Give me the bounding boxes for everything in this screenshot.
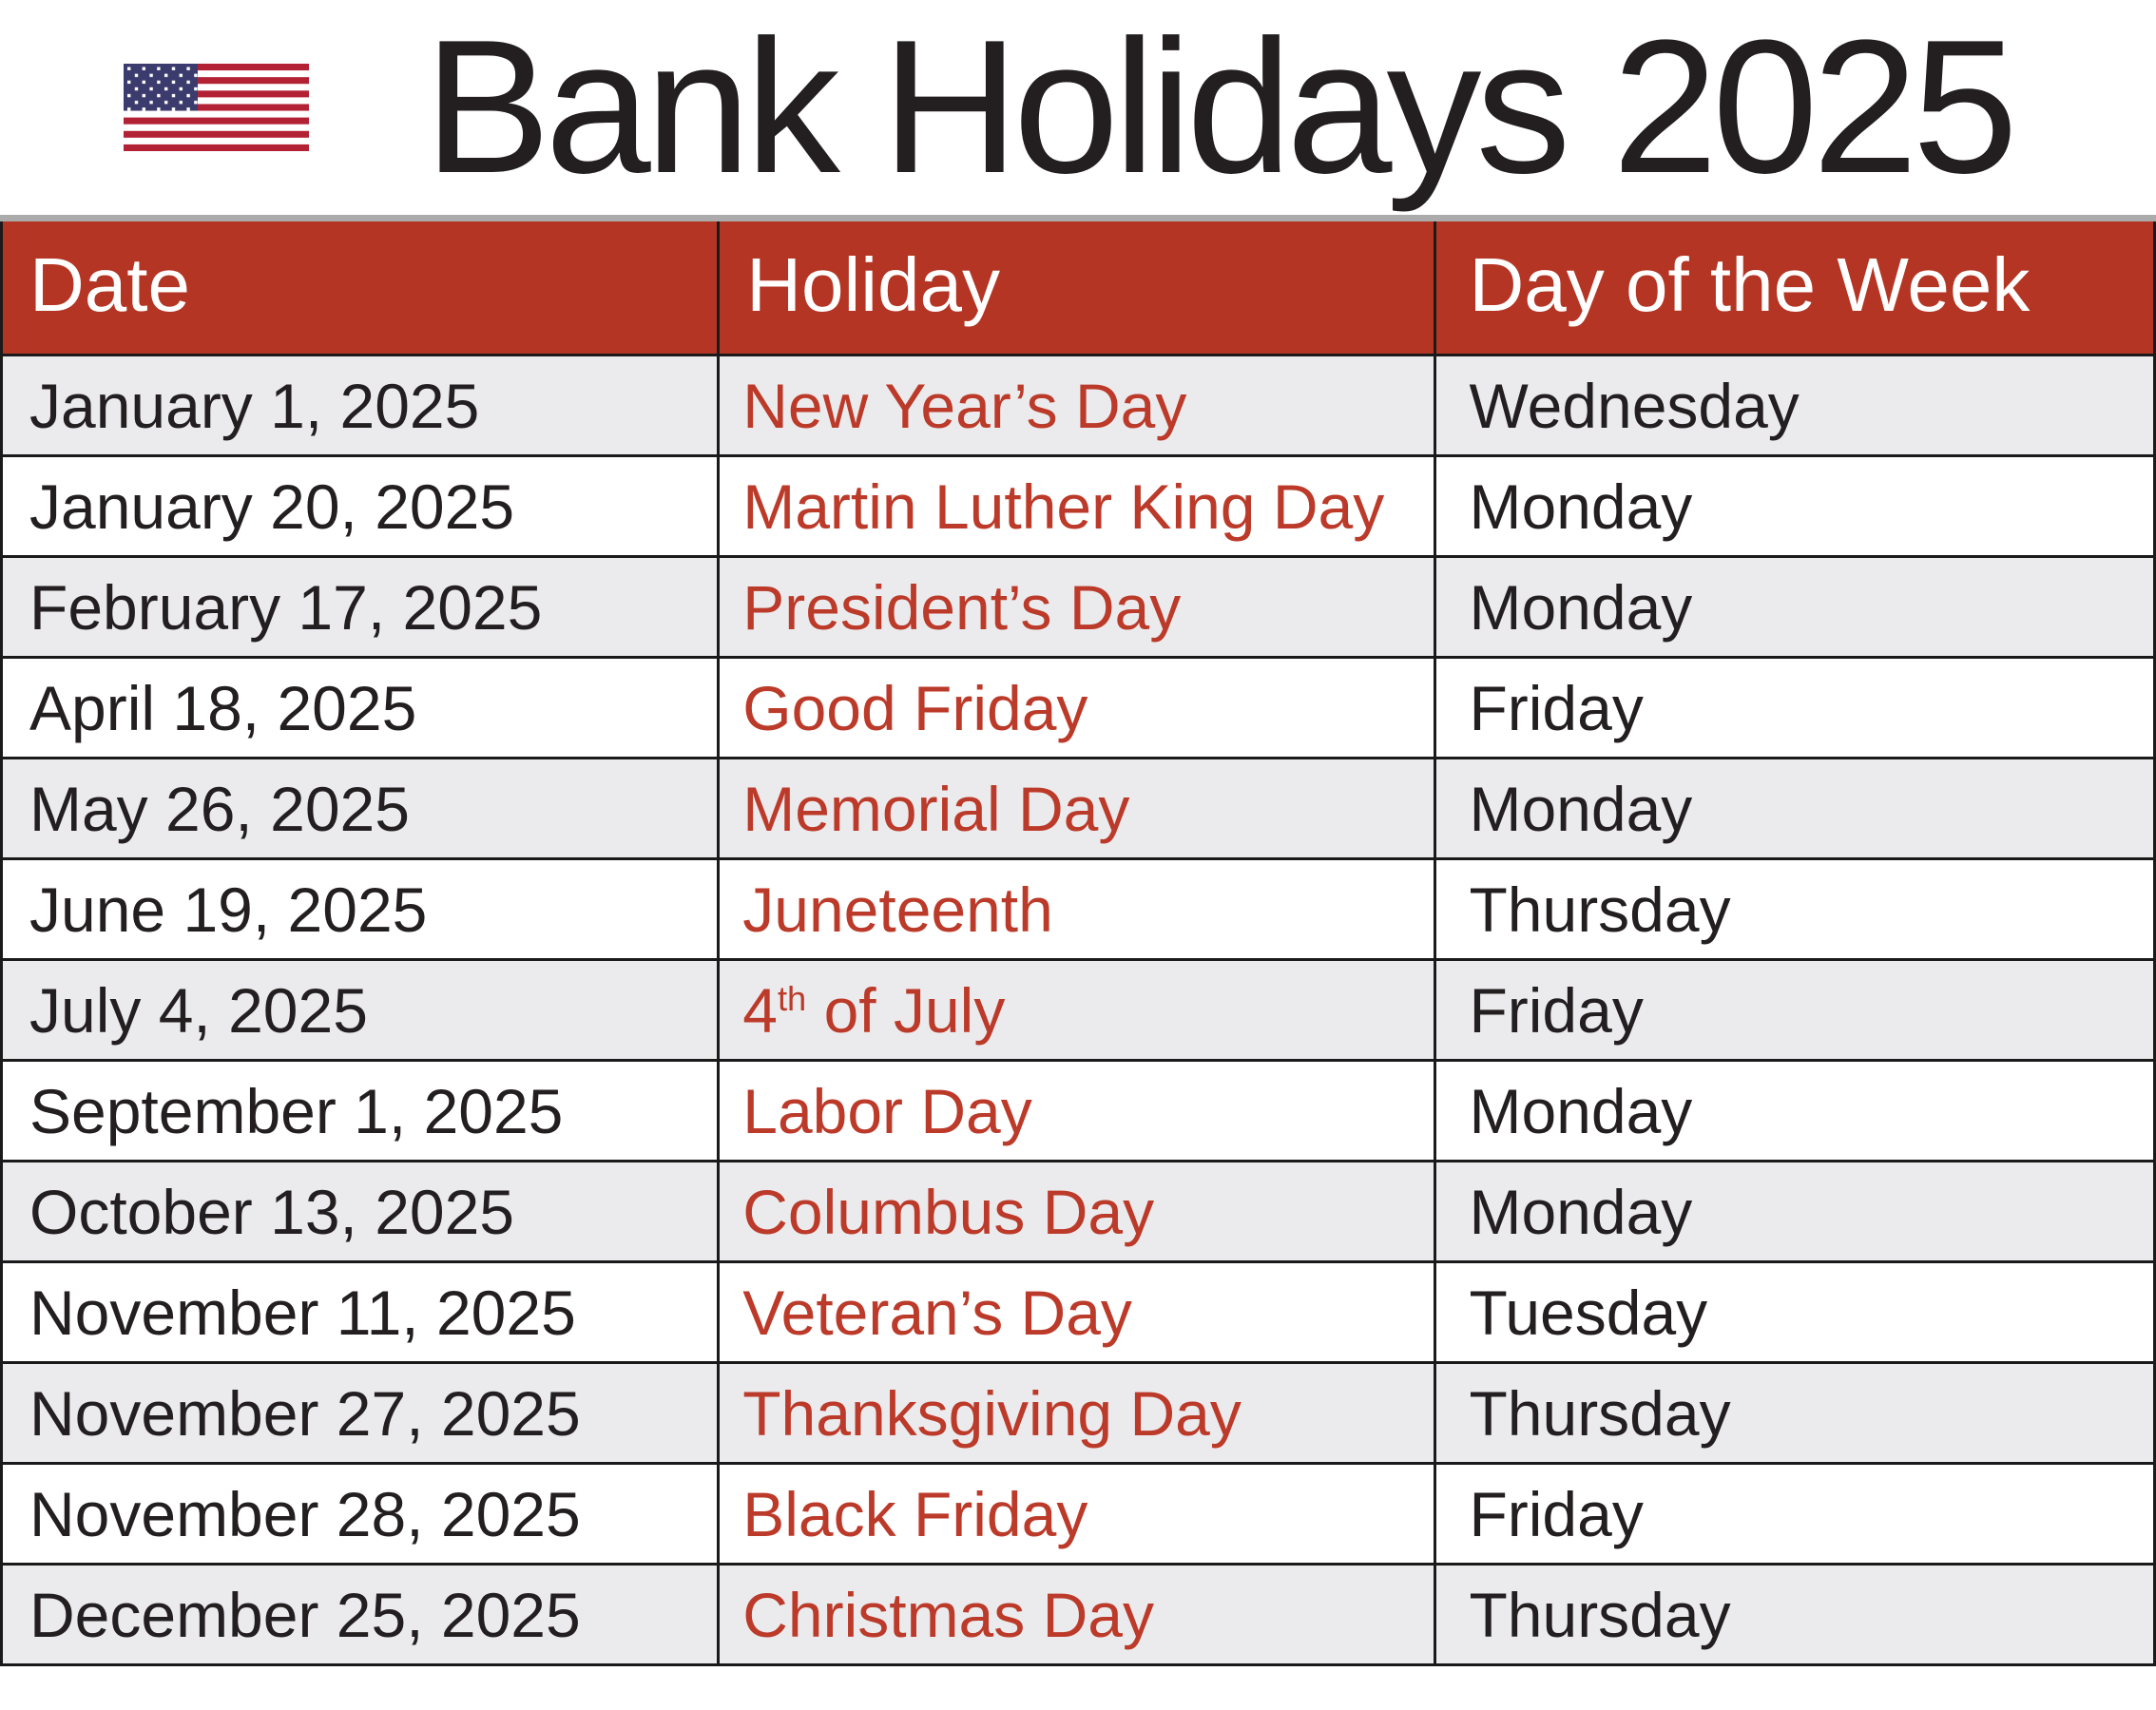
holiday-cell: Labor Day	[717, 1059, 1437, 1162]
holiday-cell: Christmas Day	[717, 1563, 1437, 1666]
day-cell: Thursday	[1434, 857, 2156, 961]
table-row: June 19, 2025 Juneteenth Thursday	[0, 857, 2156, 961]
us-flag-icon	[124, 64, 309, 151]
table-row: January 1, 2025 New Year’s Day Wednesday	[0, 354, 2156, 457]
holiday-cell: 4th of July	[717, 958, 1437, 1062]
day-cell: Wednesday	[1434, 354, 2156, 457]
holiday-cell: Columbus Day	[717, 1160, 1437, 1263]
page-title: Bank Holidays 2025	[424, 1, 2018, 213]
column-header-date: Date	[0, 218, 721, 356]
table-row: November 28, 2025 Black Friday Friday	[0, 1462, 2156, 1566]
column-header-holiday: Holiday	[717, 218, 1437, 356]
date-cell: November 28, 2025	[0, 1462, 721, 1566]
date-cell: January 20, 2025	[0, 454, 721, 558]
date-cell: April 18, 2025	[0, 656, 721, 759]
holiday-cell: Thanksgiving Day	[717, 1361, 1437, 1465]
table-row: October 13, 2025 Columbus Day Monday	[0, 1160, 2156, 1263]
masthead: Bank Holidays 2025	[0, 0, 2156, 215]
day-cell: Monday	[1434, 757, 2156, 860]
holiday-cell: President’s Day	[717, 555, 1437, 659]
date-cell: November 27, 2025	[0, 1361, 721, 1465]
table-row: November 27, 2025 Thanksgiving Day Thurs…	[0, 1361, 2156, 1465]
ordinal-superscript: th	[777, 978, 807, 1018]
holiday-cell: Memorial Day	[717, 757, 1437, 860]
table-row: September 1, 2025 Labor Day Monday	[0, 1059, 2156, 1162]
holiday-cell: Veteran’s Day	[717, 1260, 1437, 1364]
day-cell: Tuesday	[1434, 1260, 2156, 1364]
holiday-cell: Juneteenth	[717, 857, 1437, 961]
day-cell: Friday	[1434, 656, 2156, 759]
table-row: November 11, 2025 Veteran’s Day Tuesday	[0, 1260, 2156, 1364]
day-cell: Thursday	[1434, 1361, 2156, 1465]
column-header-day-of-week: Day of the Week	[1434, 218, 2156, 356]
holiday-cell: Black Friday	[717, 1462, 1437, 1566]
date-cell: May 26, 2025	[0, 757, 721, 860]
table-row: July 4, 2025 4th of July Friday	[0, 958, 2156, 1062]
holiday-cell: New Year’s Day	[717, 354, 1437, 457]
date-cell: October 13, 2025	[0, 1160, 721, 1263]
day-cell: Thursday	[1434, 1563, 2156, 1666]
header-row: Date Holiday Day of the Week	[0, 218, 2156, 356]
date-cell: September 1, 2025	[0, 1059, 721, 1162]
date-cell: January 1, 2025	[0, 354, 721, 457]
date-cell: June 19, 2025	[0, 857, 721, 961]
table-row: April 18, 2025 Good Friday Friday	[0, 656, 2156, 759]
day-cell: Monday	[1434, 555, 2156, 659]
day-cell: Monday	[1434, 1059, 2156, 1162]
day-cell: Friday	[1434, 958, 2156, 1062]
date-cell: December 25, 2025	[0, 1563, 721, 1666]
table-row: January 20, 2025 Martin Luther King Day …	[0, 454, 2156, 558]
date-cell: February 17, 2025	[0, 555, 721, 659]
date-cell: July 4, 2025	[0, 958, 721, 1062]
day-cell: Monday	[1434, 1160, 2156, 1263]
holidays-table: Date Holiday Day of the Week January 1, …	[0, 215, 2156, 1666]
date-cell: November 11, 2025	[0, 1260, 721, 1364]
holiday-cell: Good Friday	[717, 656, 1437, 759]
day-cell: Friday	[1434, 1462, 2156, 1566]
table-row: May 26, 2025 Memorial Day Monday	[0, 757, 2156, 860]
day-cell: Monday	[1434, 454, 2156, 558]
holiday-cell: Martin Luther King Day	[717, 454, 1437, 558]
table-row: December 25, 2025 Christmas Day Thursday	[0, 1563, 2156, 1666]
table-row: February 17, 2025 President’s Day Monday	[0, 555, 2156, 659]
